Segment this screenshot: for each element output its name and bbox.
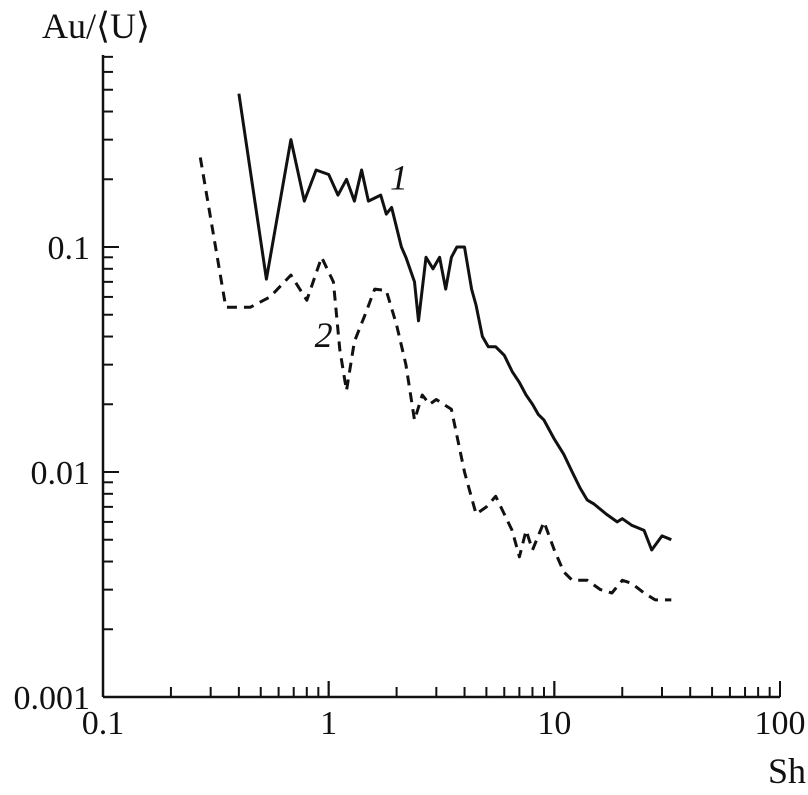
series-2-line xyxy=(198,157,672,602)
x-tick-label: 0.1 xyxy=(82,705,125,742)
x-axis-title: Sh xyxy=(768,751,806,791)
y-axis-title: Au/⟨U⟩ xyxy=(42,6,150,46)
axis-ticks xyxy=(102,55,781,698)
y-tick-label: 0.01 xyxy=(31,455,91,492)
tick-labels: 0.1 1 10 100 0.001 0.01 0.1 1 2 xyxy=(14,158,806,742)
y-tick-label: 0.001 xyxy=(14,680,91,717)
y-tick-label: 0.1 xyxy=(48,230,91,267)
series-label-1: 1 xyxy=(390,158,408,198)
series-1-line xyxy=(237,93,672,552)
x-tick-label: 100 xyxy=(755,705,806,742)
series-layer xyxy=(198,93,672,602)
x-tick-label: 10 xyxy=(537,705,571,742)
x-tick-label: 1 xyxy=(320,705,337,742)
series-label-2: 2 xyxy=(315,315,333,355)
